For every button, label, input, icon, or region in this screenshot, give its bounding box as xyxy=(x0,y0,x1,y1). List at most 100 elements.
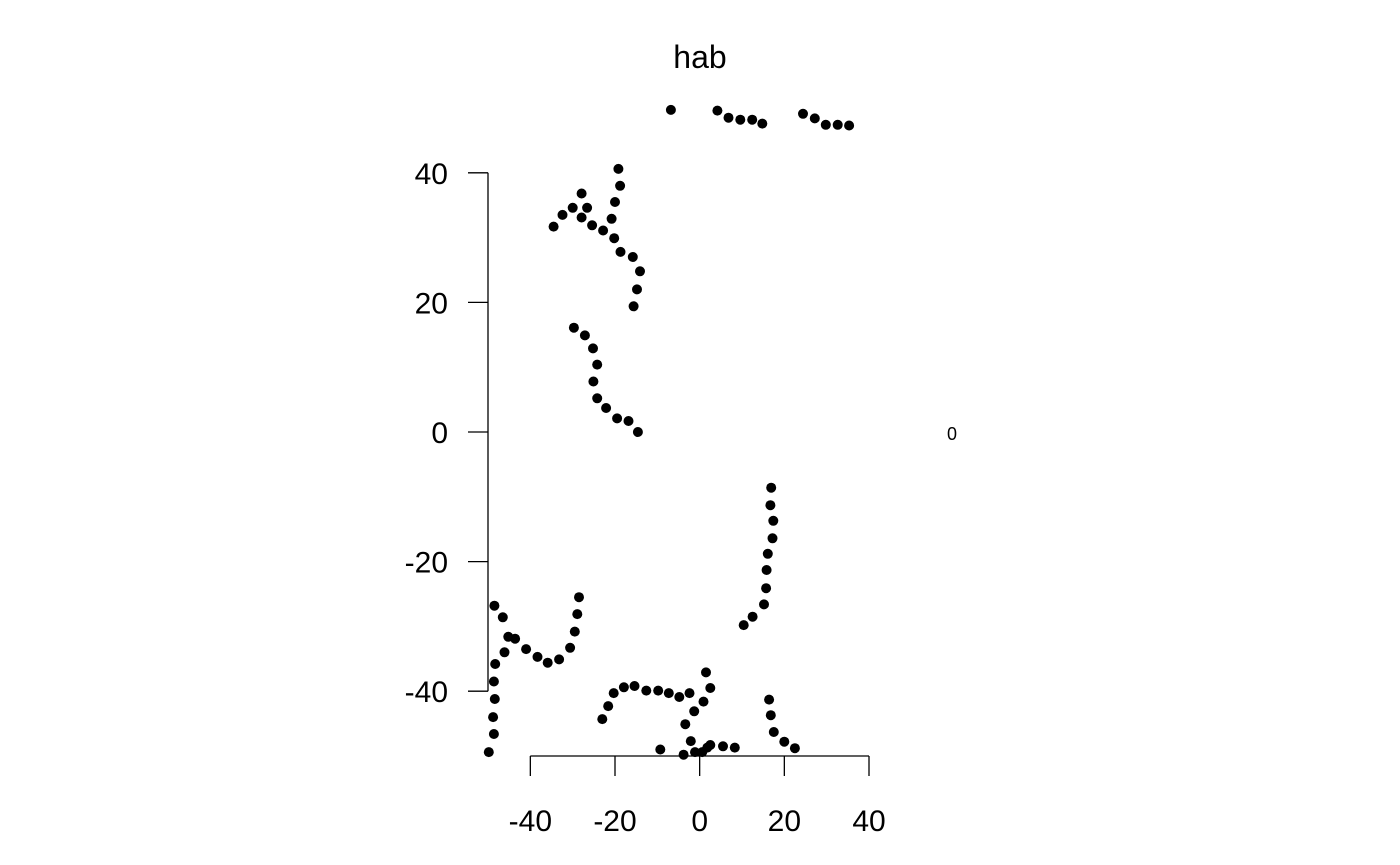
data-point xyxy=(615,180,626,191)
data-point xyxy=(765,500,776,511)
data-point xyxy=(738,620,749,631)
data-point xyxy=(768,727,779,737)
data-point xyxy=(628,301,639,312)
x-axis: -40 -20 0 20 40 xyxy=(509,755,886,838)
y-tick-label: 40 xyxy=(415,158,448,191)
data-points xyxy=(483,104,855,760)
data-point xyxy=(762,548,773,559)
data-point xyxy=(557,209,568,220)
data-point xyxy=(653,685,664,696)
data-point xyxy=(832,119,843,130)
data-point xyxy=(615,246,626,257)
data-point xyxy=(723,112,734,123)
data-point xyxy=(521,644,532,655)
data-point xyxy=(690,747,700,758)
data-point xyxy=(632,427,643,437)
data-point xyxy=(844,120,855,131)
data-point xyxy=(674,692,685,702)
data-point xyxy=(798,108,808,119)
data-point xyxy=(629,681,640,691)
data-point xyxy=(574,592,584,603)
data-point xyxy=(532,651,543,662)
y-tick-label: -40 xyxy=(405,676,448,709)
data-point xyxy=(618,682,629,693)
data-point xyxy=(779,736,790,747)
data-point xyxy=(705,683,716,693)
data-point xyxy=(698,696,709,707)
data-point xyxy=(572,609,583,620)
data-point xyxy=(489,694,500,704)
data-point xyxy=(701,667,711,678)
data-point xyxy=(764,694,775,705)
x-tick-label: 40 xyxy=(852,805,885,838)
data-point xyxy=(488,676,499,687)
data-point xyxy=(608,688,619,699)
data-point xyxy=(820,119,831,130)
data-point xyxy=(548,221,559,232)
x-tick-label: -20 xyxy=(593,805,636,838)
data-point xyxy=(603,701,614,712)
data-point xyxy=(576,188,587,199)
data-point xyxy=(490,659,501,669)
data-point xyxy=(663,688,674,699)
data-point xyxy=(757,118,768,129)
side-label: 0 xyxy=(947,424,957,444)
data-point xyxy=(766,482,777,493)
x-tick-label: -40 xyxy=(509,805,552,838)
y-tick-label: -20 xyxy=(405,547,448,580)
data-point xyxy=(597,714,608,725)
data-point xyxy=(610,197,620,207)
data-point xyxy=(623,416,634,426)
data-point xyxy=(768,515,779,526)
data-point xyxy=(609,233,620,244)
data-point xyxy=(789,743,800,754)
data-point xyxy=(680,719,691,730)
data-point xyxy=(488,729,499,739)
data-point xyxy=(759,599,769,610)
data-point xyxy=(761,583,772,594)
data-point xyxy=(705,740,716,750)
data-point xyxy=(565,642,576,653)
data-point xyxy=(606,213,617,224)
data-point xyxy=(761,565,772,575)
chart-title: hab xyxy=(673,39,726,75)
data-point xyxy=(735,114,746,125)
data-point xyxy=(503,631,514,642)
data-point xyxy=(767,533,778,544)
data-point xyxy=(627,252,638,262)
data-point xyxy=(678,749,689,760)
data-point xyxy=(483,747,494,758)
data-point xyxy=(587,220,598,231)
data-point xyxy=(592,359,603,370)
data-point xyxy=(569,626,580,637)
data-point xyxy=(582,202,593,213)
data-point xyxy=(601,403,612,413)
data-point xyxy=(641,685,652,696)
data-point xyxy=(588,376,599,387)
data-point xyxy=(542,657,553,668)
data-point xyxy=(712,105,723,116)
data-point xyxy=(655,744,666,755)
data-point xyxy=(488,712,499,723)
data-point xyxy=(718,741,728,752)
data-point xyxy=(765,710,776,721)
y-axis: -40 -20 0 20 40 xyxy=(405,158,489,709)
data-point xyxy=(613,163,624,174)
y-tick-label: 0 xyxy=(431,417,448,450)
data-point xyxy=(632,284,642,295)
x-tick-label: 20 xyxy=(768,805,801,838)
data-point xyxy=(554,654,565,665)
data-point xyxy=(684,688,695,699)
data-point xyxy=(579,330,590,341)
data-point xyxy=(576,212,587,223)
data-point xyxy=(592,393,603,404)
data-point xyxy=(747,114,758,125)
data-point xyxy=(499,647,510,658)
x-tick-label: 0 xyxy=(691,805,708,838)
data-point xyxy=(568,322,579,333)
data-point xyxy=(588,343,598,354)
data-point xyxy=(665,104,676,115)
data-point xyxy=(598,225,609,236)
data-point xyxy=(635,266,645,277)
